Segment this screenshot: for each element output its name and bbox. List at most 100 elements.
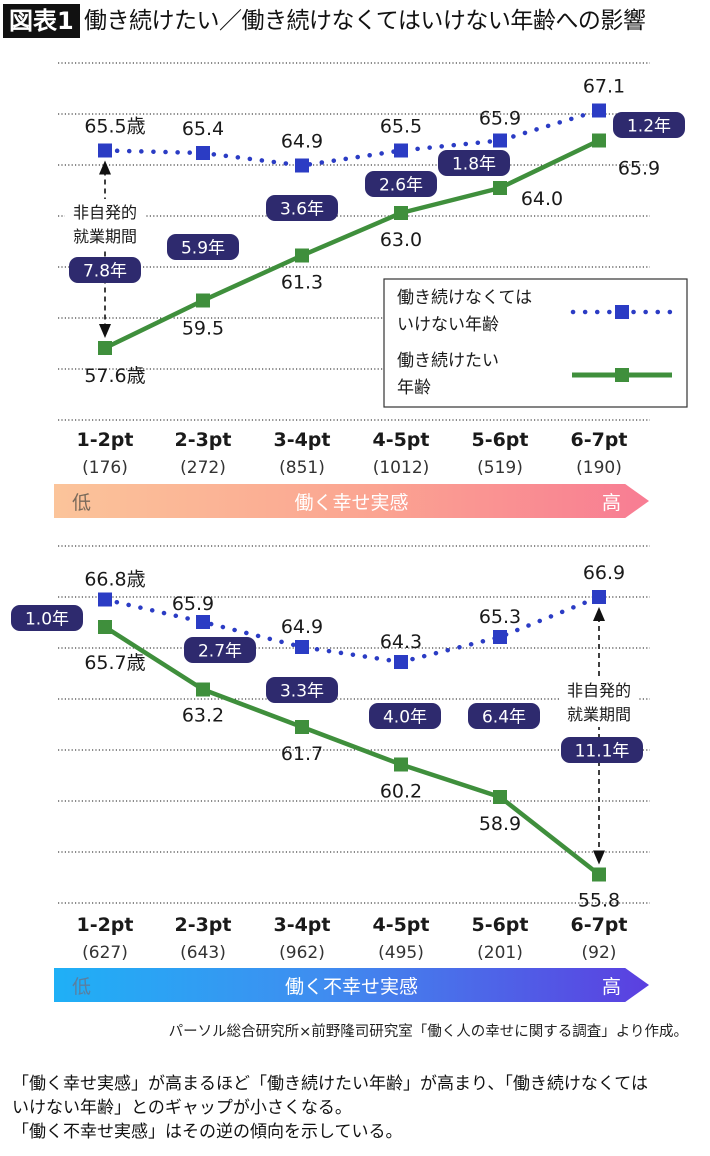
- sample-size-label: (201): [477, 943, 523, 963]
- legend-box: [383, 278, 688, 408]
- caption-line: 「働く不幸せ実感」はその逆の傾向を示している。: [12, 1122, 403, 1142]
- want-work-age-value-label: 61.3: [281, 272, 323, 294]
- category-label: 5-6pt: [471, 914, 528, 936]
- must-work-age-marker: [295, 640, 309, 654]
- must-work-age-marker: [592, 103, 606, 118]
- legend-must-work-marker: [615, 305, 629, 319]
- must-work-age-value-label: 65.5: [380, 116, 422, 138]
- gap-bubble: 7.8年: [69, 257, 141, 283]
- want-work-age-marker: [493, 181, 507, 195]
- gap-bubble-bg: [561, 737, 643, 763]
- legend-label: 働き続けなくては: [397, 288, 532, 308]
- sample-size-label: (176): [82, 458, 128, 478]
- category-label: 6-7pt: [570, 429, 627, 451]
- gap-bubble-bg: [266, 677, 338, 703]
- gap-bubble-bg: [167, 234, 239, 260]
- want-work-age-value-label: 59.5: [182, 318, 224, 340]
- axis-high-label: 高: [601, 976, 621, 998]
- want-work-age-value-label: 65.9: [618, 158, 660, 180]
- sample-size-label: (519): [477, 458, 523, 478]
- sample-size-label: (851): [279, 458, 325, 478]
- annotation-text: 非自発的: [73, 203, 137, 222]
- must-work-age-line: [102, 108, 602, 168]
- legend-label: 年齢: [397, 378, 431, 398]
- category-label: 5-6pt: [471, 429, 528, 451]
- want-work-age-marker: [98, 341, 112, 355]
- arrow-up-icon: [99, 160, 111, 175]
- sample-size-label: (1012): [373, 458, 430, 478]
- must-work-age-marker: [592, 590, 606, 604]
- gap-bubble: 2.6年: [365, 171, 437, 197]
- gap-bubble-bg: [369, 703, 441, 729]
- sample-size-label: (92): [582, 943, 617, 963]
- sample-size-label: (190): [576, 458, 622, 478]
- must-work-age-marker: [394, 143, 408, 158]
- gap-bubble-label: 2.7年: [198, 642, 242, 662]
- arrow-down-icon: [99, 324, 111, 338]
- legend-want-work-marker: [615, 368, 629, 382]
- gap-bubble-bg: [266, 195, 338, 221]
- must-work-age-value-label: 64.9: [281, 616, 323, 638]
- must-work-age-value-label: 66.9: [583, 562, 625, 584]
- must-work-age-value-label: 65.9: [172, 593, 214, 615]
- must-work-age-marker: [98, 143, 112, 158]
- must-work-age-marker: [196, 615, 210, 629]
- gap-bubble-label: 3.6年: [280, 200, 324, 220]
- want-work-age-marker: [196, 682, 210, 697]
- want-work-age-marker: [295, 720, 309, 734]
- caption-note: 「働く幸せ実感」が高まるほど「働き続けたい年齢」が高まり、「働き続けなくては い…: [12, 1072, 702, 1144]
- want-work-age-value-label: 55.8: [578, 890, 620, 912]
- axis-low-label: 低: [72, 976, 92, 998]
- gap-bubble-bg: [613, 112, 685, 138]
- want-work-age-marker: [592, 133, 606, 148]
- gap-bubble-bg: [11, 605, 83, 631]
- gap-bubble-bg: [69, 257, 141, 283]
- want-work-age-marker: [493, 790, 507, 804]
- want-work-age-marker: [394, 206, 408, 220]
- must-work-age-value-label: 65.5歳: [84, 116, 145, 138]
- axis-high-label: 高: [601, 492, 621, 514]
- gap-bubble-label: 3.3年: [280, 682, 324, 702]
- must-work-age-marker: [98, 592, 112, 607]
- gap-bubble-label: 7.8年: [83, 262, 127, 282]
- figure-number-badge: 図表1: [3, 4, 80, 38]
- annotation-text: 就業期間: [73, 227, 137, 246]
- gap-bubble-label: 1.0年: [25, 610, 69, 630]
- figure-title-bar: 図表1 働き続けたい／働き続けなくてはいけない年齢への影響: [0, 0, 710, 44]
- legend-label: いけない年齢: [397, 315, 499, 335]
- want-work-age-value-label: 65.7歳: [84, 652, 145, 674]
- must-work-age-marker: [493, 630, 507, 644]
- gap-bubble-label: 6.4年: [482, 708, 526, 728]
- axis-title: 働く幸せ実感: [294, 492, 409, 514]
- sample-size-label: (643): [180, 943, 226, 963]
- category-label: 3-4pt: [273, 914, 330, 936]
- gap-bubble-label: 1.2年: [627, 117, 671, 137]
- annotation-bg: [559, 677, 639, 727]
- axis-title: 働く不幸せ実感: [284, 976, 418, 998]
- sample-size-label: (272): [180, 458, 226, 478]
- must-work-age-marker: [493, 133, 507, 148]
- gap-bubble-bg: [365, 171, 437, 197]
- must-work-age-marker: [394, 655, 408, 669]
- gap-bubble: 2.7年: [184, 637, 256, 663]
- gap-bubble-label: 4.0年: [383, 708, 427, 728]
- gap-bubble: 11.1年: [561, 737, 643, 763]
- want-work-age-value-label: 58.9: [479, 813, 521, 835]
- want-work-age-marker: [98, 620, 112, 634]
- caption-line: いけない年齢」とのギャップが小さくなる。: [12, 1098, 352, 1118]
- category-label: 3-4pt: [273, 429, 330, 451]
- want-work-age-line: [103, 625, 601, 877]
- axis-low-label: 低: [72, 492, 92, 514]
- gap-bubble: 6.4年: [468, 703, 540, 729]
- gap-bubble-label: 1.8年: [452, 155, 496, 175]
- must-work-age-marker: [196, 146, 210, 160]
- must-work-age-marker: [295, 158, 309, 173]
- gap-bubble-bg: [468, 703, 540, 729]
- arrow-up-icon: [593, 607, 605, 621]
- category-label: 4-5pt: [372, 429, 429, 451]
- want-work-age-marker: [196, 293, 210, 308]
- want-work-age-value-label: 61.7: [281, 743, 323, 765]
- want-work-age-value-label: 63.2: [182, 705, 224, 727]
- want-work-age-marker: [295, 248, 309, 263]
